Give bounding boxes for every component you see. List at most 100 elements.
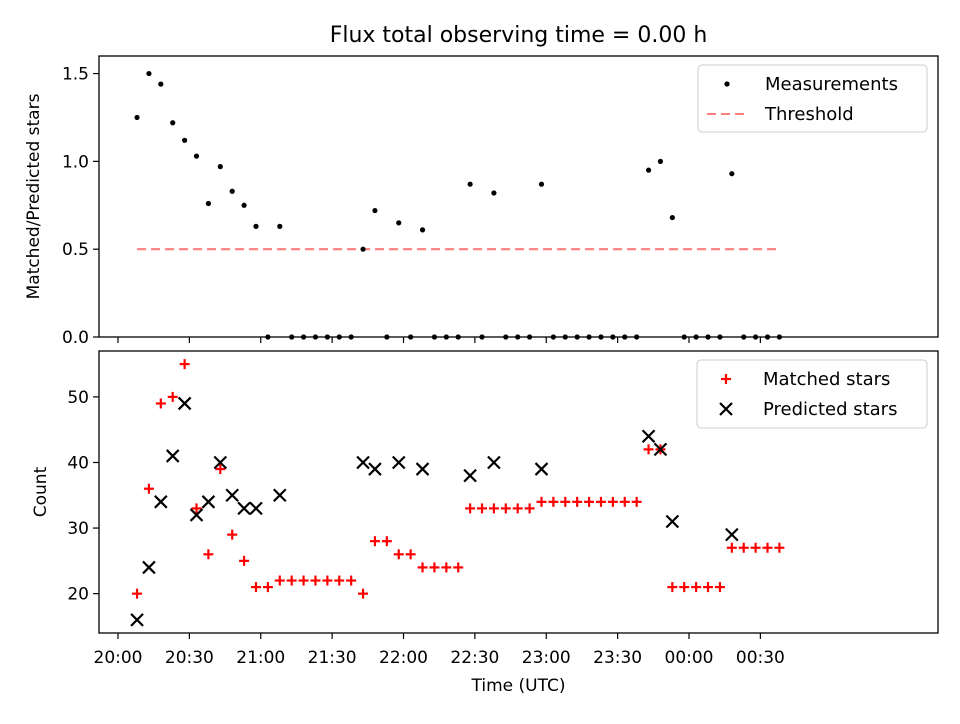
top-y-tick-label: 0.5 — [62, 240, 89, 260]
matched-point — [512, 503, 523, 514]
matched-point — [524, 503, 535, 514]
matched-point — [703, 582, 714, 593]
legend-measurements-label: Measurements — [765, 74, 898, 95]
matched-point — [631, 496, 642, 507]
matched-point — [441, 562, 452, 573]
matched-point — [346, 575, 357, 586]
matched-point — [298, 575, 309, 586]
matched-point — [203, 549, 214, 560]
bottom-y-tick-label: 40 — [67, 453, 89, 473]
top-y-ticks: 0.0 0.5 1.0 1.5 — [62, 65, 99, 348]
x-axis-label: Time (UTC) — [471, 676, 566, 696]
predicted-point — [415, 462, 430, 476]
measurement-point — [158, 81, 164, 87]
matched-point — [429, 562, 440, 573]
measurement-point — [146, 70, 152, 77]
predicted-point — [273, 488, 287, 503]
matched-point — [572, 496, 583, 507]
matched-point — [227, 529, 238, 540]
bottom-y-tick: 20 — [67, 585, 99, 605]
top-y-tick: 1.0 — [62, 152, 99, 172]
bottom-legend-box — [696, 359, 928, 429]
matched-point — [274, 575, 285, 586]
matched-point — [465, 503, 476, 514]
measurement-point — [645, 167, 652, 173]
chart-title: Flux total observing time = 0.00 h — [330, 23, 708, 48]
predicted-point — [213, 455, 228, 470]
measurement-point — [396, 220, 402, 226]
predicted-point — [653, 442, 668, 457]
measurement-point — [372, 207, 378, 214]
top-y-tick-label: 1.0 — [62, 152, 89, 172]
matched-point — [215, 464, 226, 475]
top-y-tick: 1.5 — [62, 65, 99, 85]
matched-point — [488, 503, 499, 514]
matched-point — [536, 496, 547, 507]
legend-measurements-marker — [724, 81, 730, 87]
x-tick-label: 21:30 — [308, 648, 357, 668]
matched-point — [584, 496, 595, 507]
matched-point — [774, 542, 785, 553]
measurement-point — [729, 171, 735, 177]
predicted-point — [534, 462, 549, 476]
predicted-point — [165, 449, 180, 463]
bottom-x-tick: 23:30 — [593, 633, 642, 668]
measurement-point — [657, 158, 664, 164]
x-tick-label: 20:30 — [165, 648, 214, 668]
matched-point — [714, 582, 725, 593]
x-tick-label: 22:00 — [379, 648, 428, 668]
matched-point — [262, 582, 273, 593]
bottom-x-tick: 00:00 — [665, 633, 714, 668]
matched-point — [595, 496, 606, 507]
matched-point — [143, 483, 154, 494]
bottom-x-tick: 21:30 — [308, 633, 357, 668]
measurement-point — [360, 246, 366, 252]
measurement-point — [538, 181, 545, 187]
x-tick-label: 23:30 — [593, 648, 642, 668]
x-tick-label: 00:00 — [665, 648, 714, 668]
matched-point — [155, 398, 166, 409]
measurement-point — [182, 137, 188, 143]
matched-point — [369, 536, 380, 547]
matched-point — [667, 582, 678, 593]
matched-point — [417, 562, 428, 573]
matched-point — [691, 582, 702, 593]
bottom-legend: Matched stars Predicted stars — [696, 359, 928, 429]
legend-threshold-label: Threshold — [764, 104, 854, 125]
measurement-point — [253, 223, 259, 229]
matched-point — [132, 588, 143, 599]
bottom-plot-marks — [130, 359, 785, 627]
predicted-point — [665, 514, 680, 529]
legend-matched-marker — [721, 374, 731, 384]
x-tick-label: 21:00 — [236, 648, 285, 668]
matched-point — [500, 503, 511, 514]
predicted-point — [463, 468, 477, 483]
top-y-tick: 0.0 — [62, 328, 99, 348]
matched-point — [750, 542, 761, 553]
matched-point — [239, 555, 250, 566]
measurement-point — [419, 227, 426, 233]
measurement-point — [170, 120, 176, 126]
predicted-point — [487, 455, 501, 470]
bottom-y-tick-label: 30 — [67, 519, 89, 539]
predicted-point — [368, 462, 382, 476]
predicted-point — [249, 501, 263, 516]
predicted-point — [201, 495, 216, 509]
bottom-y-ticks: 20 30 40 50 — [67, 388, 99, 605]
measurement-point — [467, 181, 473, 187]
bottom-y-tick: 40 — [67, 453, 99, 473]
top-legend: Measurements Threshold — [697, 64, 928, 133]
matched-point — [191, 503, 202, 514]
predicted-point — [725, 527, 739, 542]
predicted-point — [177, 396, 192, 411]
bottom-y-tick-label: 20 — [67, 585, 89, 605]
bottom-x-tick: 20:30 — [165, 633, 214, 668]
bottom-y-tick-label: 50 — [67, 388, 89, 408]
matched-point — [322, 575, 333, 586]
matched-point — [560, 496, 571, 507]
x-tick-label: 23:00 — [522, 648, 571, 668]
bottom-x-ticks: 20:00 20:30 21:00 21:30 22:00 22:30 23:00 23:30… — [94, 633, 785, 668]
